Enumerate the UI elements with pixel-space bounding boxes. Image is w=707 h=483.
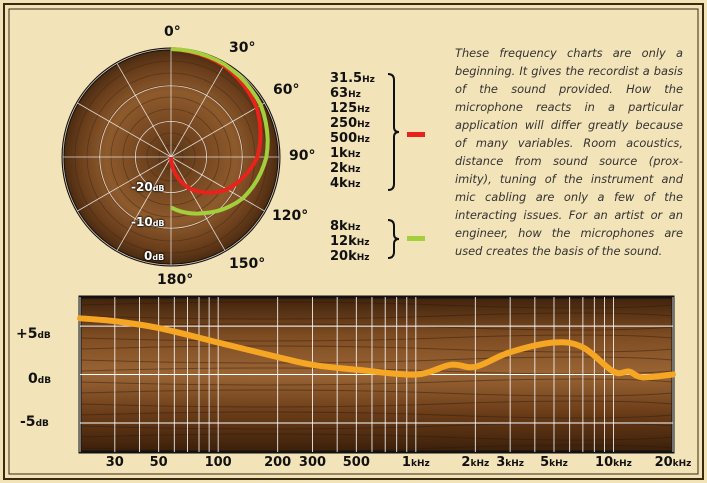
legend-freq: 500Hz bbox=[330, 131, 370, 146]
polar-spoke bbox=[170, 156, 265, 212]
wood-grain-line bbox=[79, 323, 674, 331]
legend-bracket bbox=[387, 73, 400, 191]
x-tick-unit: kHz bbox=[410, 459, 430, 469]
legend-freq: 250Hz bbox=[330, 116, 370, 131]
angle-label-90: 90° bbox=[289, 148, 316, 164]
legend-freq: 12kHz bbox=[330, 234, 370, 249]
x-tick-label: 100 bbox=[205, 455, 232, 470]
angle-label-0: 0° bbox=[164, 24, 181, 40]
x-tick-label: 10kHz bbox=[595, 455, 632, 470]
x-tick-value: 30 bbox=[105, 455, 124, 470]
x-tick-label: 300 bbox=[299, 455, 326, 470]
legend-swatch-red bbox=[407, 132, 425, 137]
wood-grain-line bbox=[79, 345, 674, 353]
x-tick-value: 50 bbox=[149, 455, 168, 470]
legend-list-red: 31.5Hz 63Hz 125Hz 250Hz 500Hz 1kHz 2kHz … bbox=[330, 72, 375, 192]
polar-spoke bbox=[170, 102, 265, 158]
legend-list-green: 8kHz 12kHz 20kHz bbox=[330, 220, 370, 265]
legend-freq: 4kHz bbox=[330, 176, 361, 191]
x-tick-label: 50 bbox=[150, 455, 168, 470]
x-tick-value: 3 bbox=[496, 455, 506, 470]
legend-freq: 20kHz bbox=[330, 249, 370, 264]
x-tick-value: 20 bbox=[654, 455, 673, 470]
x-tick-value: 2 bbox=[461, 455, 471, 470]
polar-spoke bbox=[170, 63, 226, 158]
x-tick-value: 200 bbox=[264, 455, 292, 470]
x-tick-label: 20kHz bbox=[655, 455, 692, 470]
wood-grain-line bbox=[79, 444, 674, 452]
x-tick-value: 300 bbox=[298, 455, 327, 470]
angle-label-120: 120° bbox=[272, 208, 309, 224]
x-tick-label: 2kHz bbox=[461, 455, 489, 470]
x-tick-value: 1 bbox=[401, 455, 411, 470]
angle-label-30: 30° bbox=[229, 40, 256, 56]
x-tick-label: 30 bbox=[106, 455, 124, 470]
legend-bracket bbox=[387, 219, 400, 259]
legend-freq: 63Hz bbox=[330, 86, 361, 101]
x-tick-value: 100 bbox=[204, 455, 232, 470]
x-tick-value: 500 bbox=[342, 455, 370, 470]
x-tick-value: 10 bbox=[595, 455, 614, 470]
wood-grain-line bbox=[79, 334, 674, 342]
y-tick-label-plus5: +5dB bbox=[16, 326, 51, 342]
angle-label-150: 150° bbox=[229, 256, 266, 272]
x-tick-unit: kHz bbox=[470, 459, 490, 469]
y-tick-label-0: 0dB bbox=[28, 371, 52, 387]
ring-label-minus10: -10dB bbox=[131, 215, 165, 229]
x-tick-unit: kHz bbox=[613, 459, 632, 469]
ring-label-minus20: -20dB bbox=[131, 180, 165, 194]
x-tick-unit: kHz bbox=[549, 459, 568, 469]
polar-spoke bbox=[77, 156, 172, 212]
x-tick-label: 500 bbox=[343, 455, 370, 470]
inner-border bbox=[8, 8, 699, 475]
outer-border bbox=[3, 3, 704, 480]
x-tick-unit: kHz bbox=[505, 459, 525, 469]
legend-freq: 31.5Hz bbox=[330, 71, 375, 86]
wood-grain-line bbox=[79, 301, 674, 309]
description-text: These frequency charts are only a beginn… bbox=[455, 46, 683, 258]
legend-swatch-green bbox=[407, 236, 425, 241]
y-tick-label-minus5: -5dB bbox=[20, 414, 49, 430]
legend-freq: 2kHz bbox=[330, 161, 361, 176]
x-tick-label: 3kHz bbox=[496, 455, 524, 470]
x-tick-value: 5 bbox=[540, 455, 550, 470]
angle-label-60: 60° bbox=[273, 82, 300, 98]
legend-freq: 8kHz bbox=[330, 219, 361, 234]
legend-freq: 1kHz bbox=[330, 146, 361, 161]
polar-spoke bbox=[116, 63, 172, 158]
wood-grain-line bbox=[79, 389, 674, 397]
polar-spoke bbox=[170, 156, 226, 251]
angle-label-180: 180° bbox=[157, 272, 194, 288]
polar-series-curve bbox=[170, 47, 270, 216]
polar-spoke bbox=[77, 102, 172, 158]
wood-grain-line bbox=[79, 312, 674, 320]
wood-grain-line bbox=[79, 433, 674, 441]
wood-grain-line bbox=[79, 356, 674, 364]
wood-grain-line bbox=[79, 411, 674, 419]
polar-spoke bbox=[116, 156, 172, 251]
legend-freq: 125Hz bbox=[330, 101, 370, 116]
x-tick-label: 200 bbox=[264, 455, 291, 470]
x-tick-label: 5kHz bbox=[540, 455, 568, 470]
wood-grain-line bbox=[79, 378, 674, 386]
wood-grain-line bbox=[79, 400, 674, 408]
x-tick-unit: kHz bbox=[672, 459, 692, 469]
x-tick-label: 1kHz bbox=[402, 455, 430, 470]
ring-label-0: 0dB bbox=[144, 249, 165, 263]
